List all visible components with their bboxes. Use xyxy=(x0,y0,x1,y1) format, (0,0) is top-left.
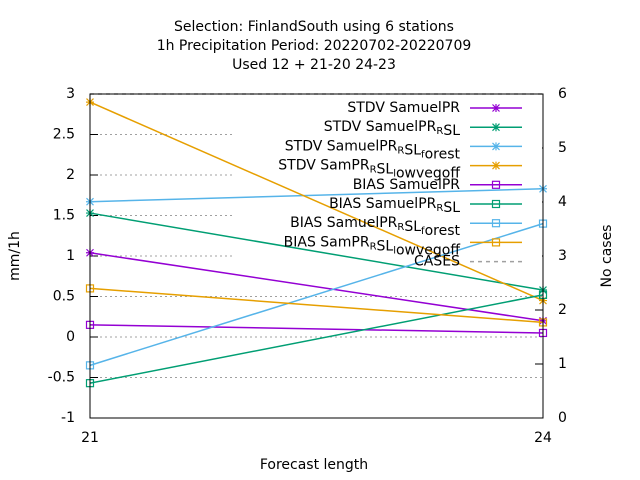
x-tick-label: 21 xyxy=(81,430,99,446)
y2-tick-label: 5 xyxy=(558,140,567,156)
y2-tick-label: 6 xyxy=(558,86,567,102)
x-axis-label: Forecast length xyxy=(260,457,368,473)
y2-axis-label: No cases xyxy=(599,225,615,288)
y-axis-label: mm/1h xyxy=(7,231,23,281)
series-line xyxy=(89,294,544,384)
legend-marker xyxy=(492,142,500,151)
y-tick-label: -0.5 xyxy=(48,370,75,386)
legend-marker xyxy=(491,219,501,228)
y-tick-label: -1 xyxy=(61,410,75,426)
series-line xyxy=(89,287,544,324)
y2-tick-label: 4 xyxy=(558,194,567,210)
legend-marker xyxy=(492,123,500,132)
series-line xyxy=(89,212,544,291)
series-line xyxy=(89,188,544,203)
legend-marker xyxy=(492,104,500,112)
series-line xyxy=(89,222,544,367)
y2-tick-label: 0 xyxy=(558,410,567,426)
title-line: Used 12 + 21-20 24-23 xyxy=(232,57,396,73)
y-tick-label: 0 xyxy=(66,329,75,345)
y2-tick-label: 3 xyxy=(558,248,567,264)
y-tick-label: 2.5 xyxy=(53,127,75,143)
legend-label: STDV SamuelPRRSL xyxy=(324,119,460,139)
legend-marker xyxy=(492,161,500,170)
series-line xyxy=(89,101,544,302)
legend-label: BIAS SamuelPR xyxy=(353,177,461,193)
y-tick-label: 1 xyxy=(66,248,75,264)
y2-tick-label: 1 xyxy=(558,356,567,372)
legend-marker xyxy=(491,199,501,209)
y-tick-label: 0.5 xyxy=(53,289,75,305)
plot-border xyxy=(89,93,544,419)
legend-label: CASES xyxy=(414,254,460,270)
title-line: 1h Precipitation Period: 20220702-202207… xyxy=(157,38,472,54)
series-line xyxy=(89,324,544,334)
legend-label: STDV SamuelPR xyxy=(347,100,460,116)
legend-marker xyxy=(491,238,501,247)
x-tick-label: 24 xyxy=(534,430,552,446)
title-line: Selection: FinlandSouth using 6 stations xyxy=(174,19,454,35)
legend-marker xyxy=(491,180,501,189)
y-tick-label: 3 xyxy=(66,86,75,102)
y-tick-label: 2 xyxy=(66,167,75,183)
legend-label: BIAS SamuelPRRSL xyxy=(329,196,460,216)
y2-tick-label: 2 xyxy=(558,302,567,318)
y-tick-label: 1.5 xyxy=(53,208,75,224)
